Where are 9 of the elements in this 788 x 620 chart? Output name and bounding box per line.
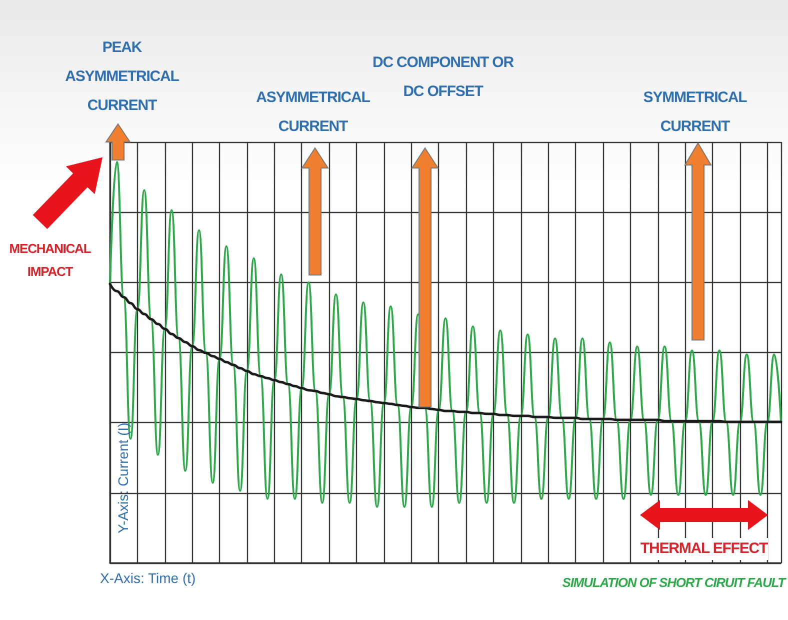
text: DC COMPONENT OR DC OFFSET xyxy=(371,53,515,102)
annotation: THERMAL EFFECT xyxy=(640,538,768,560)
y-axis-title: Y-Axis: Current (I) xyxy=(115,422,131,536)
x-axis-title: X-Axis: Time (t) xyxy=(100,570,196,586)
text: PEAK ASYMMETRICAL CURRENT xyxy=(64,38,180,116)
text: ASYMMETRICAL CURRENT xyxy=(255,88,371,137)
text: SYMMETRICAL CURRENT xyxy=(642,88,748,137)
text: SIMULATION OF SHORT CIRUIT FAULT xyxy=(561,574,785,592)
text: MECHANICAL IMPACT xyxy=(8,240,92,281)
